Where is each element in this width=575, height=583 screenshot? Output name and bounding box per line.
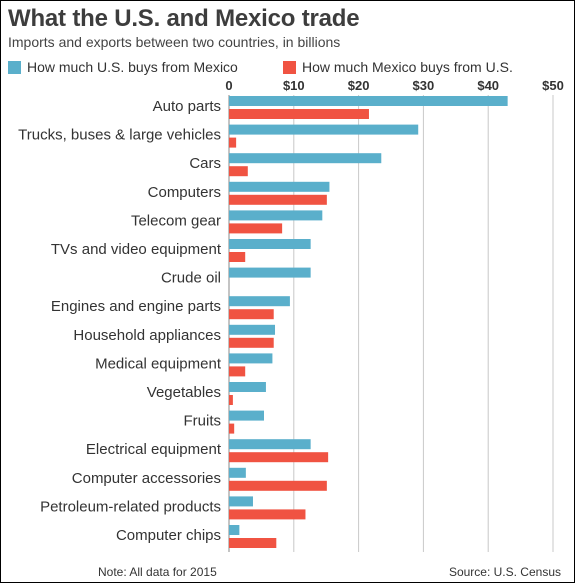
bar-mexico-buys: [229, 480, 327, 491]
bar-us-buys: [229, 353, 273, 364]
legend-item-mexico-buys: How much Mexico buys from U.S.: [283, 58, 513, 76]
category-label: Vegetables: [147, 384, 221, 401]
footer-source: Source: U.S. Census: [448, 565, 561, 579]
bar-mexico-buys: [229, 223, 283, 234]
bar-mexico-buys: [229, 337, 274, 348]
bar-mexico-buys: [229, 309, 274, 320]
bar-mexico-buys: [229, 252, 246, 262]
bar-mexico-buys: [229, 137, 237, 148]
legend-swatch-mexico-buys: [283, 60, 296, 74]
category-label: Electrical equipment: [86, 441, 222, 458]
bar-us-buys: [229, 267, 311, 278]
bar-mexico-buys: [229, 509, 306, 520]
bar-us-buys: [229, 496, 253, 507]
x-tick-label: $40: [477, 78, 499, 93]
bar-us-buys: [229, 239, 311, 249]
bar-us-buys: [229, 153, 382, 164]
category-label: Trucks, buses & large vehicles: [18, 127, 221, 144]
bar-us-buys: [229, 181, 330, 192]
bar-us-buys: [229, 210, 323, 221]
legend-label-mexico-buys: How much Mexico buys from U.S.: [302, 59, 513, 75]
bar-mexico-buys: [229, 395, 233, 405]
chart-title: What the U.S. and Mexico trade: [8, 5, 360, 32]
bar-us-buys: [229, 96, 508, 106]
bar-us-buys: [229, 467, 246, 478]
bar-mexico-buys: [229, 366, 246, 377]
category-label: Engines and engine parts: [51, 298, 221, 315]
category-label: Fruits: [184, 413, 222, 430]
category-label: Telecom gear: [131, 212, 221, 229]
bar-us-buys: [229, 324, 276, 335]
legend-label-us-buys: How much U.S. buys from Mexico: [27, 59, 238, 75]
category-label: Computer chips: [116, 527, 221, 544]
bar-mexico-buys: [229, 109, 369, 119]
legend-item-us-buys: How much U.S. buys from Mexico: [8, 58, 238, 76]
bar-mexico-buys: [229, 452, 329, 463]
bar-mexico-buys: [229, 538, 277, 548]
category-label: Household appliances: [73, 327, 221, 344]
category-label: Cars: [189, 155, 221, 172]
x-tick-label: $30: [413, 78, 435, 93]
x-tick-label: $50: [542, 78, 564, 93]
category-label: TVs and video equipment: [51, 241, 222, 258]
legend-swatch-us-buys: [8, 60, 21, 74]
bar-mexico-buys: [229, 166, 248, 177]
x-tick-label: $20: [348, 78, 370, 93]
bar-us-buys: [229, 124, 419, 135]
x-tick-label: $10: [283, 78, 305, 93]
bar-us-buys: [229, 382, 266, 392]
bar-mexico-buys: [229, 423, 235, 434]
category-label: Auto parts: [153, 98, 221, 115]
category-label: Petroleum-related products: [40, 498, 221, 515]
chart-subtitle: Imports and exports between two countrie…: [8, 34, 341, 50]
bar-mexico-buys: [229, 194, 327, 205]
bar-us-buys: [229, 296, 290, 307]
x-tick-label: 0: [225, 78, 232, 93]
category-label: Computer accessories: [72, 470, 221, 487]
category-label: Medical equipment: [95, 355, 222, 372]
bar-us-buys: [229, 410, 264, 421]
bar-us-buys: [229, 525, 240, 535]
category-label: Computers: [148, 184, 221, 201]
footer-note: Note: All data for 2015: [98, 565, 217, 579]
category-label: Crude oil: [161, 270, 221, 287]
bar-us-buys: [229, 439, 311, 450]
